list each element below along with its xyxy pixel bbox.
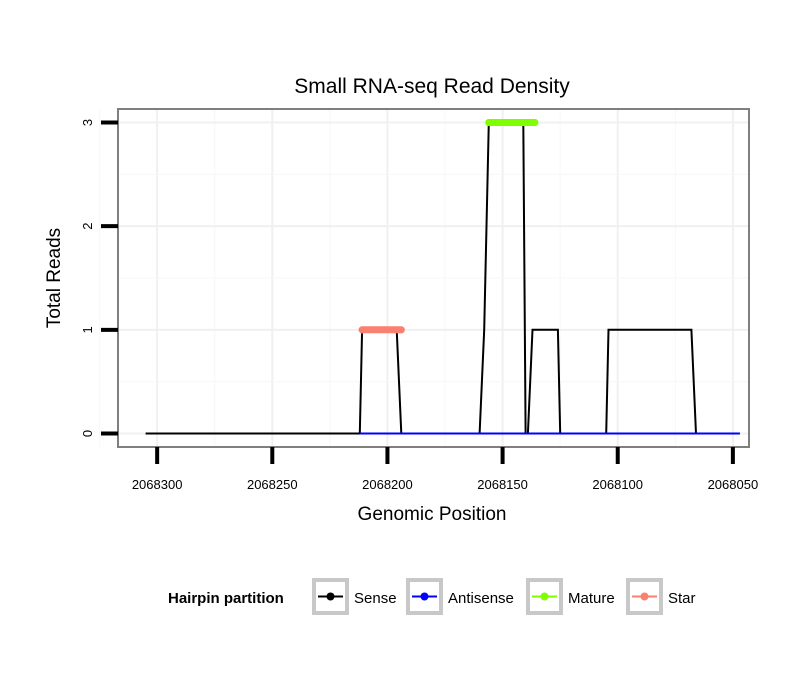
legend-point-star [640,592,649,601]
y-tick-label: 2 [80,223,95,230]
x-tick-label: 2068200 [362,477,413,492]
y-axis-title: Total Reads [44,228,65,328]
x-tick-label: 2068100 [592,477,643,492]
legend-label-antisense: Antisense [448,590,514,607]
x-tick-label: 2068250 [247,477,298,492]
series-group [145,118,740,435]
legend: Hairpin partition Sense Antisense Mature St… [168,578,696,615]
x-tick-label: 2068050 [708,477,759,492]
legend-point-sense [326,592,335,601]
legend-label-mature: Mature [568,590,615,607]
x-tick-label: 2068300 [132,477,183,492]
x-tick-label: 2068150 [477,477,528,492]
y-tick-label: 1 [80,326,95,333]
series-point-star [358,326,366,334]
legend-title: Hairpin partition [168,590,284,607]
legend-point-antisense [420,592,429,601]
x-axis-title: Genomic Position [358,504,507,525]
series-point-star [397,326,405,334]
axes: 2068300 2068250 2068200 2068150 2068100 20680… [80,119,758,492]
legend-label-star: Star [668,590,696,607]
series-point-mature [485,118,493,126]
y-tick-label: 3 [80,119,95,126]
legend-label-sense: Sense [354,590,397,607]
chart-title: Small RNA-seq Read Density [294,75,570,98]
series-point-mature [531,118,539,126]
legend-point-mature [540,592,549,601]
grid [99,109,749,447]
plot-panel-border [117,108,750,448]
y-tick-label: 0 [80,430,95,437]
